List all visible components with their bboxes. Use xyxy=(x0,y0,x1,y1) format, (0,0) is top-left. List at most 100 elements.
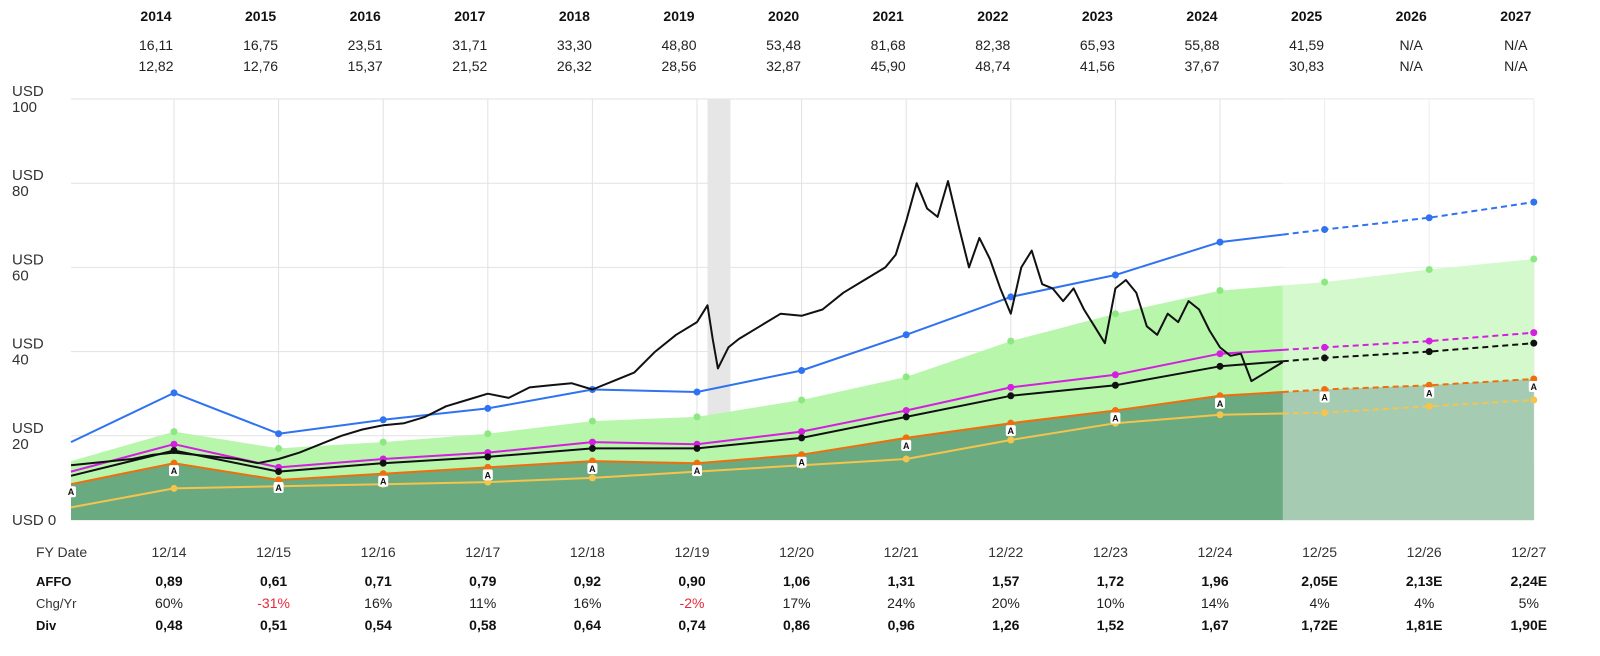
magenta-point xyxy=(1007,383,1015,391)
price-high: 33,30 xyxy=(557,37,592,53)
price-high: 53,48 xyxy=(766,37,801,53)
yellow-point xyxy=(1321,409,1329,417)
price-low: 37,67 xyxy=(1184,58,1219,74)
upper-point xyxy=(275,430,283,438)
row-value: 16% xyxy=(573,595,601,611)
price-low: 32,87 xyxy=(766,58,801,74)
estimate-badge-label: A xyxy=(1112,414,1119,424)
row-value: 0,74 xyxy=(678,617,705,633)
band-point xyxy=(1321,278,1329,286)
price-high: 23,51 xyxy=(348,37,383,53)
upper-point xyxy=(170,389,178,397)
row-value: 1,57 xyxy=(992,573,1019,589)
band-point xyxy=(170,428,178,436)
x-tick-label: 12/14 xyxy=(151,544,186,560)
row-value: 20% xyxy=(992,595,1020,611)
upper-point xyxy=(693,388,701,396)
x-tick-label: 12/25 xyxy=(1302,544,1337,560)
black-point xyxy=(275,468,283,476)
price-high: 31,71 xyxy=(452,37,487,53)
dividend-line-forecast xyxy=(1282,399,1534,415)
band-point xyxy=(1007,337,1015,345)
row-value: 0,51 xyxy=(260,617,287,633)
row-value: 2,13E xyxy=(1406,573,1443,589)
upper-point xyxy=(798,367,806,375)
black-valuation-line-forecast xyxy=(1282,342,1534,363)
row-value: 5% xyxy=(1519,595,1539,611)
estimate-badge-label: A xyxy=(1008,426,1015,436)
band-point xyxy=(484,430,492,438)
estimate-badge-label: A xyxy=(1217,399,1224,409)
estimate-badge-label: A xyxy=(798,458,805,468)
estimate-badge xyxy=(1110,412,1121,424)
x-tick-label: 12/20 xyxy=(779,544,814,560)
band-point xyxy=(902,373,910,381)
x-tick-label: 12/17 xyxy=(465,544,500,560)
y-tick-label: USD xyxy=(12,83,44,100)
band-point xyxy=(693,413,701,421)
row-value: 0,61 xyxy=(260,573,287,589)
header-year: 2025 xyxy=(1291,8,1322,24)
estimate-badge-label: A xyxy=(275,483,282,493)
header-year: 2023 xyxy=(1082,8,1113,24)
price-low: 30,83 xyxy=(1289,58,1324,74)
y-tick-label: 20 xyxy=(12,436,29,453)
orange-valuation-line-forecast xyxy=(1282,378,1534,393)
estimate-badge xyxy=(796,456,807,468)
x-tick-label: 12/26 xyxy=(1407,544,1442,560)
magenta-point xyxy=(588,438,596,446)
row-value: 1,81E xyxy=(1406,617,1443,633)
x-tick-label: 12/24 xyxy=(1197,544,1232,560)
estimate-badge-label: A xyxy=(1321,392,1328,402)
upper-point xyxy=(902,331,910,339)
orange-point xyxy=(588,457,596,465)
black-point xyxy=(1216,362,1224,370)
estimate-badge xyxy=(273,482,284,494)
magenta-point xyxy=(902,407,910,415)
black-point xyxy=(379,459,387,467)
yellow-point xyxy=(1530,396,1538,404)
x-tick-label: 12/27 xyxy=(1511,544,1546,560)
price-high: N/A xyxy=(1400,37,1424,53)
row-value: -31% xyxy=(257,595,290,611)
price-low: N/A xyxy=(1504,58,1528,74)
row-value: 14% xyxy=(1201,595,1229,611)
x-tick-label: 12/16 xyxy=(361,544,396,560)
yellow-point xyxy=(1216,411,1224,419)
price-high: 55,88 xyxy=(1184,37,1219,53)
y-tick-label: 100 xyxy=(12,99,37,116)
price-high: 16,75 xyxy=(243,37,278,53)
header-year: 2019 xyxy=(663,8,694,24)
row-value: 24% xyxy=(887,595,915,611)
orange-point xyxy=(170,459,178,467)
forecast-shade xyxy=(1282,99,1534,520)
y-tick-label: USD xyxy=(12,251,44,268)
row-value: 2,24E xyxy=(1511,573,1548,589)
header-year: 2024 xyxy=(1186,8,1217,24)
y-tick-label: USD xyxy=(12,336,44,353)
price-low: 21,52 xyxy=(452,58,487,74)
orange-point xyxy=(1530,375,1538,383)
band-point xyxy=(1216,287,1224,295)
estimate-badge xyxy=(1528,380,1539,392)
black-point xyxy=(902,413,910,421)
price-high: 48,80 xyxy=(661,37,696,53)
x-tick-label: 12/21 xyxy=(884,544,919,560)
row-value: 0,89 xyxy=(155,573,182,589)
row-label: Chg/Yr xyxy=(36,596,77,611)
row-value: 1,96 xyxy=(1201,573,1228,589)
y-tick-label: USD xyxy=(12,167,44,184)
price-low: 45,90 xyxy=(871,58,906,74)
x-tick-label: 12/19 xyxy=(674,544,709,560)
black-point xyxy=(588,444,596,452)
magenta-point xyxy=(1530,329,1538,337)
row-value: 0,92 xyxy=(574,573,601,589)
upper-point xyxy=(1216,238,1224,246)
price-high: 82,38 xyxy=(975,37,1010,53)
orange-point xyxy=(1007,419,1015,427)
row-value: 1,67 xyxy=(1201,617,1228,633)
upper-point xyxy=(379,416,387,424)
row-value: 4% xyxy=(1309,595,1329,611)
magenta-point xyxy=(1321,343,1329,351)
